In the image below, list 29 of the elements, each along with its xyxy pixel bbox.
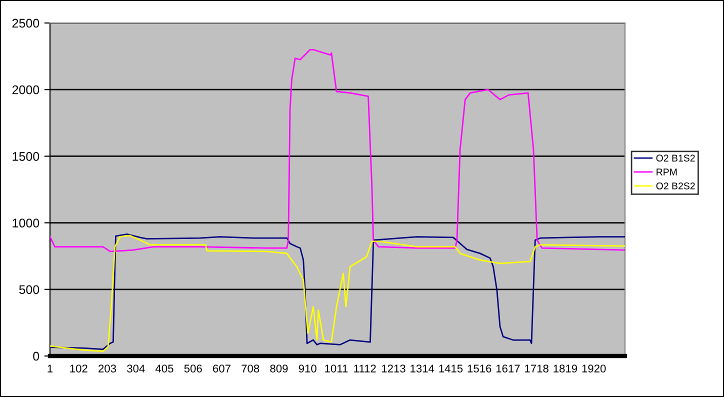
y-tick-label: 1500 <box>12 152 40 161</box>
x-tick-label: 304 <box>127 364 145 372</box>
x-tick-label: 1516 <box>468 364 492 372</box>
x-tick-label: 1920 <box>582 364 606 372</box>
x-tick-label: 1112 <box>354 364 376 372</box>
x-tick-label: 1314 <box>410 364 434 372</box>
x-tick-label: 1415 <box>439 364 463 372</box>
legend-label: O2 B1S2 <box>656 154 695 162</box>
y-tick-label: 0 <box>33 352 40 361</box>
x-tick-label: 910 <box>298 364 316 372</box>
y-tick-label: 500 <box>19 285 40 294</box>
x-tick-label: 1617 <box>496 364 520 372</box>
legend-label: O2 B2S2 <box>656 182 695 190</box>
x-tick-label: 102 <box>70 364 88 372</box>
legend-label: RPM <box>656 168 677 176</box>
x-tick-label: 1 <box>48 364 53 372</box>
x-tick-label: 1011 <box>325 364 348 372</box>
x-tick-label: 708 <box>242 364 260 372</box>
x-tick-label: 1819 <box>554 364 578 372</box>
x-tick-label: 203 <box>98 364 116 372</box>
y-tick-label: 2500 <box>12 18 40 28</box>
x-tick-label: 506 <box>184 364 202 372</box>
x-tick-label: 1213 <box>382 364 406 372</box>
y-tick-label: 1000 <box>12 218 40 228</box>
x-tick-label: 1718 <box>525 364 548 372</box>
x-tick-label: 405 <box>155 364 174 372</box>
x-tick-label: 607 <box>213 364 230 372</box>
x-tick-label: 809 <box>270 364 288 372</box>
y-tick-label: 2000 <box>12 85 40 94</box>
